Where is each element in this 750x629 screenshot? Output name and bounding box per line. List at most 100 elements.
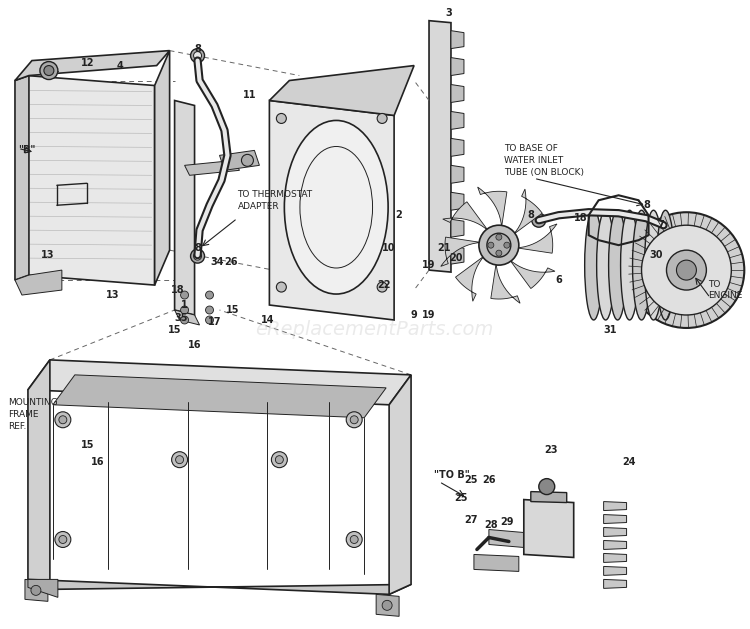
Circle shape [40, 62, 58, 79]
Text: 12: 12 [81, 58, 94, 67]
Polygon shape [53, 375, 386, 418]
Text: 18: 18 [171, 285, 184, 295]
Circle shape [487, 233, 511, 257]
Ellipse shape [597, 210, 614, 320]
Polygon shape [441, 237, 481, 266]
Polygon shape [28, 579, 58, 598]
Circle shape [275, 455, 284, 464]
Polygon shape [490, 263, 520, 303]
Circle shape [206, 316, 214, 324]
Circle shape [656, 218, 670, 232]
Circle shape [181, 291, 188, 299]
Text: eReplacementParts.com: eReplacementParts.com [255, 320, 494, 340]
Polygon shape [451, 192, 464, 210]
Polygon shape [604, 501, 626, 511]
Circle shape [272, 452, 287, 467]
Circle shape [382, 600, 392, 610]
Polygon shape [269, 101, 394, 320]
Polygon shape [451, 84, 464, 103]
Polygon shape [451, 165, 464, 183]
Circle shape [350, 535, 358, 543]
Circle shape [181, 316, 188, 324]
Circle shape [55, 532, 70, 547]
Text: 34: 34 [211, 257, 224, 267]
Polygon shape [389, 375, 411, 594]
Ellipse shape [585, 210, 603, 320]
Polygon shape [220, 150, 260, 170]
Text: 30: 30 [650, 250, 663, 260]
Text: 24: 24 [622, 457, 635, 467]
Text: 26: 26 [225, 257, 238, 267]
Circle shape [31, 586, 41, 596]
Text: 1: 1 [182, 300, 188, 310]
Ellipse shape [656, 210, 674, 320]
Circle shape [190, 249, 205, 263]
Circle shape [377, 282, 387, 292]
Text: 7: 7 [657, 220, 664, 230]
Text: "B": "B" [18, 145, 35, 155]
Circle shape [641, 225, 731, 315]
Circle shape [667, 250, 706, 290]
Polygon shape [442, 202, 488, 231]
Polygon shape [517, 224, 557, 253]
Circle shape [58, 416, 67, 424]
Text: TO BASE OF
WATER INLET
TUBE (ON BLOCK): TO BASE OF WATER INLET TUBE (ON BLOCK) [504, 144, 584, 177]
Circle shape [676, 260, 697, 280]
Polygon shape [15, 75, 29, 280]
Circle shape [172, 452, 188, 467]
Text: 9: 9 [411, 310, 418, 320]
Circle shape [194, 252, 202, 260]
Text: 3: 3 [446, 8, 452, 18]
Text: 18: 18 [574, 213, 587, 223]
Circle shape [206, 306, 214, 314]
Text: 16: 16 [91, 457, 104, 467]
Polygon shape [15, 270, 62, 295]
Text: 16: 16 [188, 340, 201, 350]
Text: 22: 22 [377, 280, 391, 290]
Text: 15: 15 [81, 440, 94, 450]
Circle shape [377, 113, 387, 123]
Circle shape [346, 532, 362, 547]
Circle shape [496, 250, 502, 256]
Text: 13: 13 [106, 290, 119, 300]
Polygon shape [509, 260, 555, 289]
Text: 28: 28 [484, 520, 498, 530]
Polygon shape [451, 58, 464, 75]
Circle shape [194, 52, 202, 60]
Circle shape [504, 242, 510, 248]
Text: 14: 14 [261, 315, 274, 325]
Ellipse shape [632, 210, 650, 320]
Polygon shape [451, 220, 464, 237]
Circle shape [58, 535, 67, 543]
Text: 26: 26 [482, 475, 496, 484]
Text: 17: 17 [208, 317, 221, 327]
Polygon shape [451, 31, 464, 48]
Text: 25: 25 [464, 475, 478, 484]
Text: MOUNTING
FRAME
REF.: MOUNTING FRAME REF. [8, 399, 58, 431]
Polygon shape [175, 310, 200, 325]
Text: 6: 6 [555, 275, 562, 285]
Text: 13: 13 [41, 250, 55, 260]
Circle shape [538, 479, 555, 494]
Text: 27: 27 [464, 515, 478, 525]
Text: 10: 10 [382, 243, 396, 253]
Text: 35: 35 [175, 313, 188, 323]
Circle shape [488, 242, 494, 248]
Text: 29: 29 [500, 516, 514, 526]
Circle shape [176, 455, 184, 464]
Polygon shape [25, 579, 48, 601]
Circle shape [628, 212, 744, 328]
Polygon shape [376, 594, 399, 616]
Circle shape [55, 412, 70, 428]
Polygon shape [154, 50, 170, 285]
Polygon shape [28, 579, 411, 594]
Polygon shape [604, 515, 626, 523]
Polygon shape [513, 189, 542, 235]
Polygon shape [455, 256, 484, 301]
Text: 8: 8 [527, 210, 534, 220]
Text: 31: 31 [604, 325, 617, 335]
Text: "TO B": "TO B" [434, 470, 470, 480]
Text: 8: 8 [194, 243, 201, 253]
Polygon shape [184, 160, 239, 175]
Polygon shape [451, 246, 464, 264]
